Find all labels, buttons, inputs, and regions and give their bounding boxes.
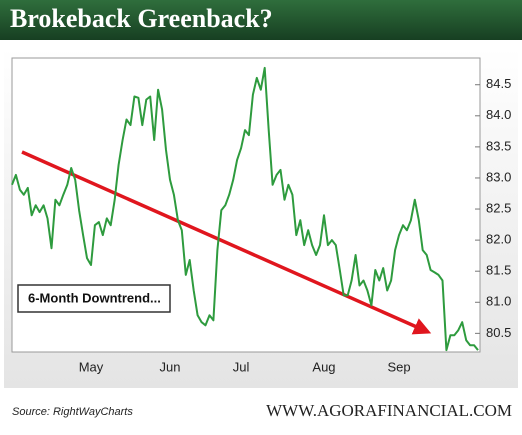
y-tick-label: 80.5 [486, 325, 511, 340]
y-tick-label: 81.5 [486, 263, 511, 278]
y-tick-label: 82.0 [486, 232, 511, 247]
y-tick-label: 84.0 [486, 107, 511, 122]
chart-title: Brokeback Greenback? [10, 4, 273, 33]
header-bar [0, 0, 522, 40]
y-tick-label: 83.5 [486, 138, 511, 153]
x-tick-label: Jun [159, 359, 180, 374]
y-tick-label: 81.0 [486, 294, 511, 309]
annotation-box [17, 284, 171, 313]
y-tick-label: 84.5 [486, 76, 511, 91]
footer: WWW.AGORAFINANCIAL.COM [266, 401, 512, 420]
trend-arrow [21, 150, 432, 335]
x-tick-label: Jul [233, 359, 250, 374]
price-line [11, 66, 479, 352]
y-tick-label: 82.5 [486, 200, 511, 215]
x-tick-label: Sep [387, 359, 410, 374]
annotation: 6-Month Downtrend... [28, 290, 161, 305]
x-tick-label: Aug [312, 359, 335, 374]
source: Source: RightWayCharts [12, 406, 133, 418]
x-tick-label: May [79, 359, 104, 374]
y-tick-label: 83.0 [486, 169, 511, 184]
